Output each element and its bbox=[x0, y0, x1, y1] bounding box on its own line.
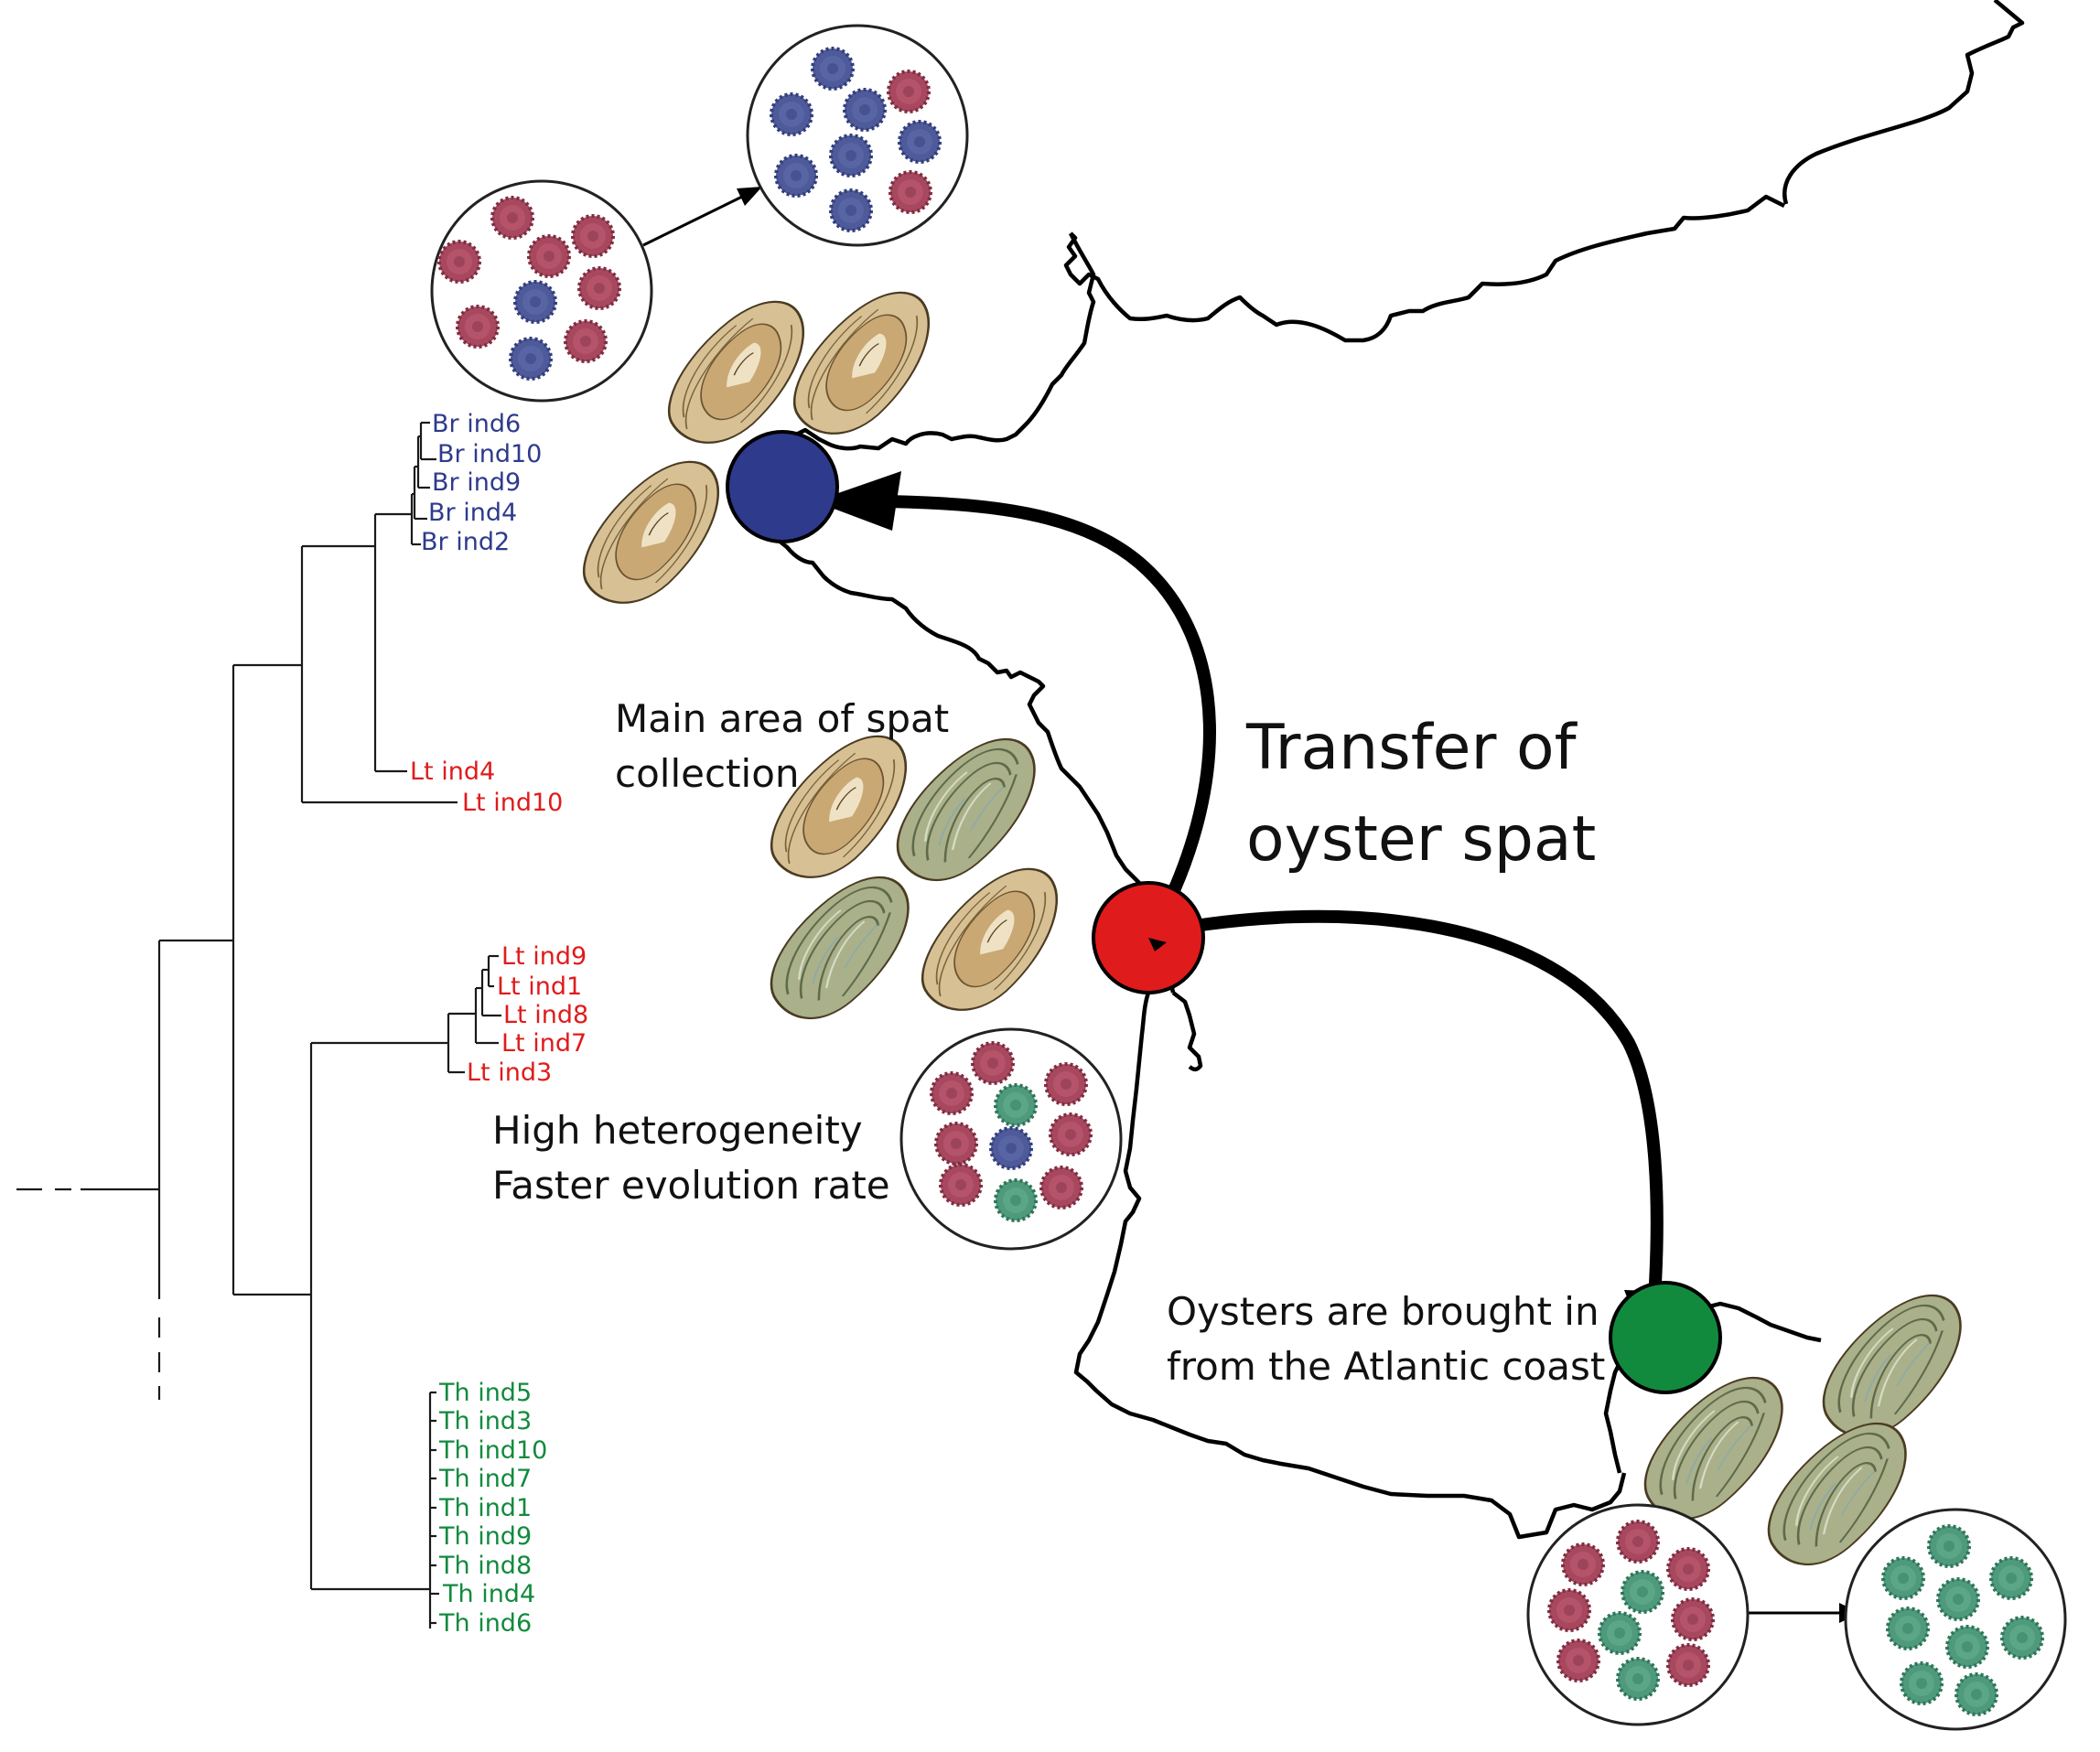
tip-label: Th ind5 bbox=[438, 1379, 532, 1407]
virus-particle-icon bbox=[1945, 1625, 1989, 1669]
west-coastline bbox=[748, 521, 1176, 994]
virus-particle-icon bbox=[1547, 1588, 1591, 1632]
virus-particle-icon bbox=[1936, 1577, 1980, 1621]
virus-particle-icon bbox=[1886, 1607, 1930, 1650]
tip-label: Th ind7 bbox=[438, 1465, 532, 1493]
virus-bubble-leucate bbox=[899, 1027, 1123, 1251]
virus-particle-icon bbox=[1671, 1597, 1715, 1641]
tip-label: Th ind4 bbox=[442, 1580, 535, 1608]
arrow-to-brest bbox=[882, 495, 1216, 937]
virus-particle-icon bbox=[1666, 1643, 1710, 1687]
oyster-icon bbox=[556, 445, 752, 624]
virus-particle-icon bbox=[1616, 1657, 1660, 1701]
spat-area-label-line2: collection bbox=[615, 751, 800, 796]
virus-particle-icon bbox=[490, 196, 534, 240]
tip-label: Br ind2 bbox=[421, 528, 510, 556]
phylogenetic-tree: Br ind6 Br ind10 Br ind9 Br ind4 Br ind2… bbox=[16, 410, 588, 1638]
brest-site-marker bbox=[726, 430, 839, 543]
virus-bubble-thau-before bbox=[1526, 1503, 1750, 1726]
virus-bubble-thau-after bbox=[1844, 1508, 2067, 1731]
virus-particle-icon bbox=[1561, 1542, 1605, 1586]
oyster-icon bbox=[767, 275, 963, 455]
virus-particle-icon bbox=[509, 337, 553, 381]
virus-particle-icon bbox=[437, 240, 481, 284]
brittany-coastline bbox=[790, 231, 1096, 451]
small-arrow-top bbox=[737, 187, 762, 206]
north-coastline bbox=[1063, 194, 1786, 343]
channel-coastline bbox=[1782, 0, 2025, 205]
transfer-title-line2: oyster spat bbox=[1246, 803, 1596, 876]
tip-label: Th ind6 bbox=[438, 1609, 532, 1638]
virus-particle-icon bbox=[994, 1083, 1038, 1127]
virus-particle-icon bbox=[939, 1163, 983, 1207]
virus-particle-icon bbox=[1955, 1672, 1998, 1716]
heterogeneity-label-line1: High heterogeneity bbox=[492, 1108, 863, 1153]
oyster-icon bbox=[745, 859, 941, 1038]
virus-particle-icon bbox=[829, 188, 873, 232]
transfer-title-line1: Transfer of bbox=[1245, 712, 1578, 784]
virus-particle-icon bbox=[1666, 1547, 1710, 1591]
virus-particle-icon bbox=[888, 170, 932, 214]
virus-particle-icon bbox=[989, 1126, 1033, 1170]
virus-particle-icon bbox=[774, 154, 818, 198]
virus-particle-icon bbox=[1039, 1166, 1083, 1209]
virus-particle-icon bbox=[829, 134, 873, 177]
tip-label: Br ind10 bbox=[437, 440, 542, 468]
virus-particle-icon bbox=[994, 1178, 1038, 1222]
virus-particle-icon bbox=[2000, 1616, 2044, 1660]
virus-particle-icon bbox=[930, 1071, 974, 1115]
virus-particle-icon bbox=[571, 214, 615, 258]
virus-particle-icon bbox=[1621, 1570, 1664, 1614]
tip-label: Th ind3 bbox=[438, 1407, 532, 1435]
virus-bubble-brest-after bbox=[746, 24, 969, 247]
virus-particle-icon bbox=[1927, 1524, 1971, 1568]
virus-particle-icon bbox=[1881, 1556, 1925, 1600]
tip-label: Lt ind9 bbox=[501, 942, 587, 971]
gironde-estuary bbox=[1171, 991, 1203, 1072]
virus-particle-icon bbox=[513, 280, 557, 324]
tip-label: Br ind9 bbox=[432, 468, 521, 497]
tip-label: Th ind1 bbox=[438, 1494, 532, 1522]
virus-particle-icon bbox=[1044, 1062, 1088, 1106]
brought-in-label-line2: from the Atlantic coast bbox=[1167, 1344, 1605, 1389]
virus-particle-icon bbox=[527, 234, 571, 278]
tip-label: Lt ind10 bbox=[462, 789, 563, 817]
virus-particle-icon bbox=[811, 47, 855, 91]
aquitaine-coastline bbox=[1073, 992, 1627, 1540]
virus-bubble-brest-before bbox=[430, 179, 653, 403]
tip-label: Lt ind7 bbox=[501, 1029, 587, 1058]
tip-label: Th ind10 bbox=[438, 1436, 547, 1465]
tip-label: Lt ind3 bbox=[467, 1059, 552, 1087]
arrow-to-thau bbox=[1151, 909, 1664, 1300]
thau-site-marker bbox=[1609, 1281, 1722, 1394]
virus-particle-icon bbox=[770, 92, 813, 136]
virus-particle-icon bbox=[1900, 1661, 1944, 1705]
tip-label: Lt ind4 bbox=[410, 758, 495, 786]
arrowhead-brest bbox=[814, 471, 901, 531]
virus-particle-icon bbox=[1616, 1520, 1660, 1564]
tip-label: Lt ind8 bbox=[503, 1001, 588, 1029]
tip-label: Br ind4 bbox=[428, 499, 517, 527]
tip-label: Th ind8 bbox=[438, 1552, 532, 1580]
virus-particle-icon bbox=[456, 305, 500, 349]
virus-particle-icon bbox=[843, 88, 887, 132]
spat-area-label-line1: Main area of spat bbox=[615, 696, 949, 741]
virus-particle-icon bbox=[577, 266, 621, 310]
tip-label: Br ind6 bbox=[432, 410, 521, 438]
heterogeneity-label-line2: Faster evolution rate bbox=[492, 1163, 890, 1208]
virus-particle-icon bbox=[971, 1041, 1015, 1085]
virus-particle-icon bbox=[1598, 1611, 1642, 1655]
tip-label: Lt ind1 bbox=[497, 973, 582, 1001]
virus-particle-icon bbox=[1556, 1639, 1600, 1682]
virus-particle-icon bbox=[1989, 1556, 2033, 1600]
virus-particle-icon bbox=[887, 70, 931, 113]
tip-label: Th ind9 bbox=[438, 1522, 532, 1551]
virus-particle-icon bbox=[564, 319, 608, 363]
virus-particle-icon bbox=[1049, 1112, 1093, 1156]
virus-particle-icon bbox=[934, 1122, 978, 1166]
virus-particle-icon bbox=[898, 120, 942, 164]
brought-in-label-line1: Oysters are brought in bbox=[1167, 1289, 1599, 1334]
